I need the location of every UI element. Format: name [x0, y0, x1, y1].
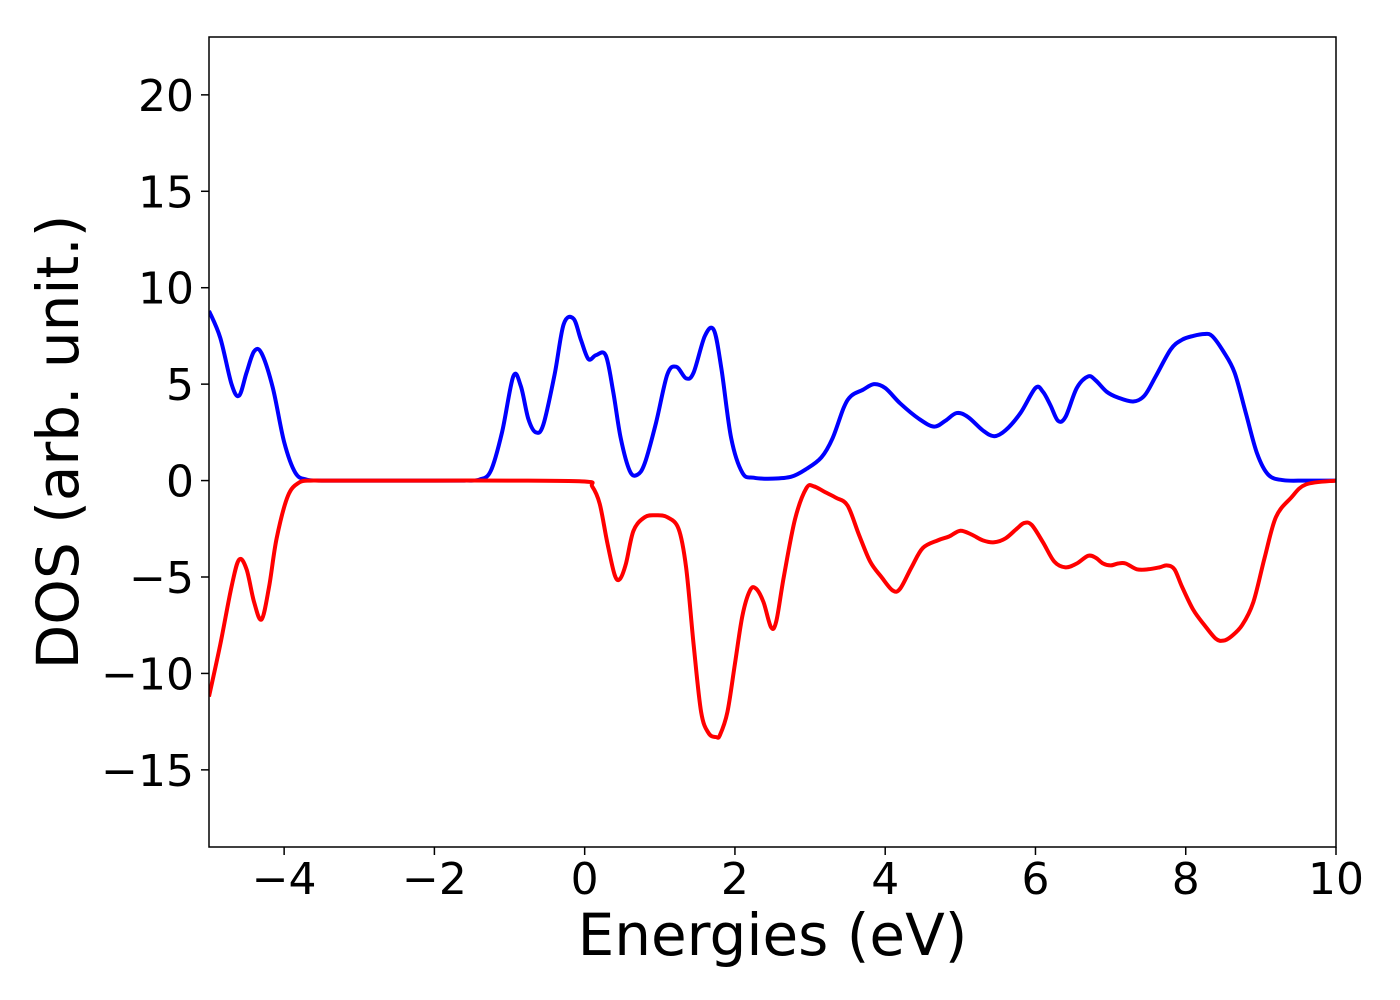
x-tick-label: −4 [252, 854, 317, 905]
y-tick-label: −15 [101, 746, 194, 797]
series-line-spin-up [209, 310, 1336, 483]
y-tick-label: 5 [166, 360, 194, 411]
y-tick-label: 0 [166, 457, 194, 508]
y-axis-label: DOS (arb. unit.) [24, 215, 92, 670]
x-tick-label: 2 [721, 854, 749, 905]
x-tick-label: 8 [1172, 854, 1200, 905]
y-tick-label: 20 [138, 71, 194, 122]
x-tick-label: 6 [1021, 854, 1049, 905]
y-tick-label: 15 [138, 167, 194, 218]
x-tick-label: 10 [1308, 854, 1364, 905]
x-axis-label: Energies (eV) [578, 901, 968, 969]
series-line-spin-down [209, 478, 1336, 740]
x-tick-label: 0 [571, 854, 599, 905]
x-tick-label: −2 [402, 854, 467, 905]
tick-layer: −4 −2 0 2 4 6 8 10 −15 −10 −5 0 5 10 15 20 [101, 71, 1364, 905]
y-tick-label: −5 [129, 553, 194, 604]
plot-area-frame [208, 36, 1337, 848]
series-layer [209, 310, 1336, 740]
x-tick-label: 4 [871, 854, 899, 905]
y-tick-label: −10 [101, 649, 194, 700]
y-tick-label: 10 [138, 264, 194, 315]
